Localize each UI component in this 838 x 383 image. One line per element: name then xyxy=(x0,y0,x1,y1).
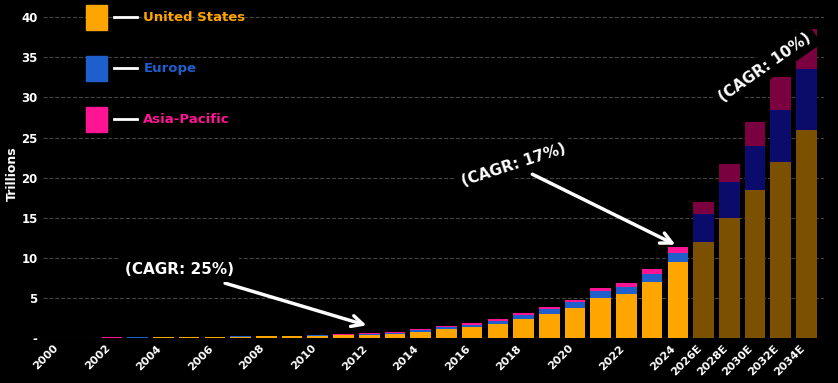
Bar xyxy=(204,337,225,338)
Bar xyxy=(385,332,406,334)
Text: Europe: Europe xyxy=(143,62,196,75)
Y-axis label: Trillions: Trillions xyxy=(6,146,18,201)
Bar xyxy=(693,242,714,338)
Bar xyxy=(308,336,328,338)
Bar xyxy=(770,110,791,162)
Text: Asia-Pacific: Asia-Pacific xyxy=(143,113,230,126)
Bar xyxy=(565,308,585,338)
Bar xyxy=(616,287,637,294)
Bar xyxy=(591,288,611,291)
Bar xyxy=(462,324,483,327)
Bar xyxy=(539,314,560,338)
Text: (CAGR: 17%): (CAGR: 17%) xyxy=(459,141,672,243)
Bar xyxy=(565,302,585,308)
Bar xyxy=(513,319,534,338)
Bar xyxy=(770,77,791,110)
Bar xyxy=(385,334,406,338)
Bar xyxy=(668,262,688,338)
Bar xyxy=(230,337,251,338)
Bar xyxy=(745,190,765,338)
Bar xyxy=(178,337,199,338)
Bar xyxy=(693,214,714,242)
Bar xyxy=(85,56,107,81)
Bar xyxy=(85,107,107,132)
Bar xyxy=(642,274,663,282)
Bar xyxy=(359,334,380,335)
Bar xyxy=(230,336,251,337)
Bar xyxy=(668,253,688,262)
Bar xyxy=(436,326,457,327)
Bar xyxy=(642,282,663,338)
Bar xyxy=(85,5,107,30)
Bar xyxy=(153,337,173,338)
Bar xyxy=(513,313,534,315)
Bar xyxy=(334,334,354,336)
Bar xyxy=(693,202,714,214)
Bar xyxy=(616,283,637,287)
Bar xyxy=(436,327,457,329)
Bar xyxy=(616,294,637,338)
Bar xyxy=(488,321,508,324)
Bar xyxy=(642,269,663,274)
Bar xyxy=(796,129,817,338)
Bar xyxy=(719,218,740,338)
Text: (CAGR: 10%): (CAGR: 10%) xyxy=(716,30,815,105)
Bar xyxy=(770,162,791,338)
Bar xyxy=(411,330,431,332)
Bar xyxy=(591,291,611,298)
Bar xyxy=(719,182,740,218)
Bar xyxy=(488,319,508,321)
Bar xyxy=(513,315,534,319)
Bar xyxy=(539,309,560,314)
Bar xyxy=(462,323,483,324)
Bar xyxy=(359,335,380,338)
Bar xyxy=(488,324,508,338)
Bar xyxy=(668,247,688,253)
Bar xyxy=(411,329,431,330)
Bar xyxy=(411,332,431,338)
Bar xyxy=(334,336,354,338)
Bar xyxy=(256,336,277,338)
Bar xyxy=(796,69,817,129)
Bar xyxy=(719,164,740,182)
Bar xyxy=(591,298,611,338)
Bar xyxy=(539,307,560,309)
Bar xyxy=(436,329,457,338)
Bar xyxy=(308,335,328,336)
Bar xyxy=(282,336,303,338)
Bar xyxy=(565,300,585,302)
Bar xyxy=(745,121,765,146)
Text: (CAGR: 25%): (CAGR: 25%) xyxy=(125,262,363,326)
Bar xyxy=(796,29,817,69)
Bar xyxy=(462,327,483,338)
Text: United States: United States xyxy=(143,11,246,24)
Bar xyxy=(745,146,765,190)
Bar xyxy=(127,337,148,338)
